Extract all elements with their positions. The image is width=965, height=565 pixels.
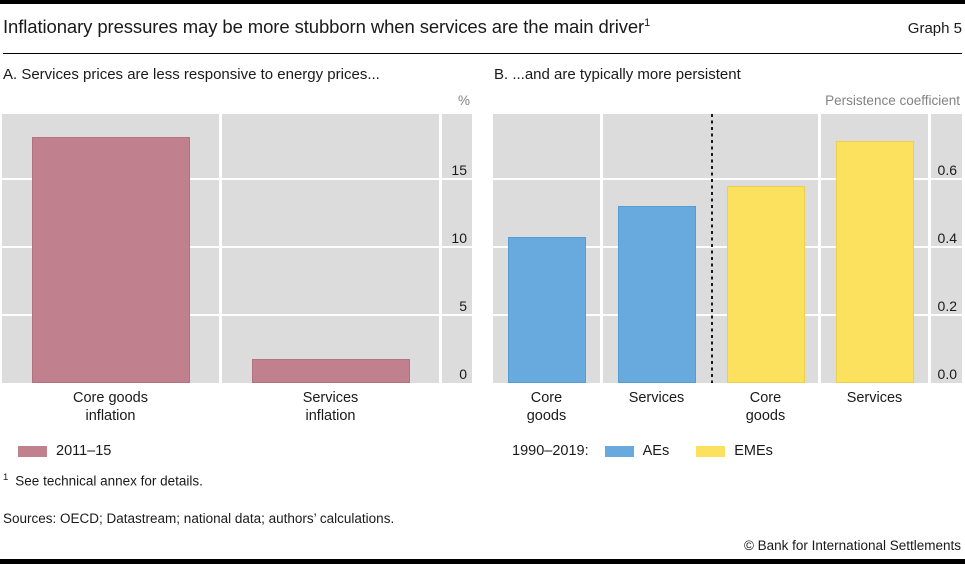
bar-aes-services — [617, 205, 696, 383]
category-label: Core goods inflation — [73, 390, 148, 424]
legend-item-emes: EMEs — [696, 443, 773, 459]
tick-label-band — [931, 114, 962, 383]
category-label: Core goods — [745, 390, 786, 424]
top-rule — [0, 0, 965, 4]
y-gridline — [2, 246, 472, 249]
panel-a-legend: 2011–15 — [18, 443, 111, 459]
y-tick-label: 0.6 — [937, 161, 957, 178]
y-tick-label: 0.2 — [937, 297, 957, 314]
y-tick-label: 0.0 — [937, 366, 957, 382]
bar-services-inflation — [251, 358, 410, 383]
bar-emes-services — [835, 141, 914, 383]
category-label: Services — [846, 390, 903, 406]
panel-b-category-labels: Core goods Services Core goods Services — [493, 387, 962, 429]
legend-label-2011-15: 2011–15 — [56, 443, 112, 459]
graph-number-label: Graph 5 — [907, 20, 962, 37]
copyright-line: © Bank for International Settlements — [743, 538, 961, 553]
legend-swatch-2011-15 — [18, 445, 47, 457]
panel-a-axis-unit: % — [457, 93, 470, 108]
bottom-rule — [0, 559, 965, 564]
bar-aes-core-goods — [507, 236, 586, 383]
legend-item-aes: AEs — [604, 443, 670, 459]
category-label: Services inflation — [302, 390, 359, 424]
footnote: 1 See technical annex for details. — [3, 472, 203, 489]
group-divider-dotted-line — [711, 114, 713, 383]
plot-column-background — [222, 114, 439, 383]
legend-prefix: 1990–2019: — [512, 443, 589, 459]
panel-b: B. ...and are typically more persistent … — [493, 62, 962, 472]
panel-b-axis-unit: Persistence coefficient — [825, 93, 960, 108]
category-label: Core goods — [526, 390, 567, 424]
y-gridline — [493, 177, 962, 180]
panel-a-plot: 0 5 10 15 — [2, 114, 472, 383]
tick-label-band — [442, 114, 472, 383]
y-tick-label: 0 — [459, 366, 467, 382]
legend-swatch-emes — [696, 445, 726, 457]
title-footnote-marker: 1 — [644, 16, 651, 29]
page-title: Inflationary pressures may be more stubb… — [3, 16, 650, 38]
panel-a-title: A. Services prices are less responsive t… — [3, 66, 380, 83]
y-gridline — [2, 314, 472, 317]
legend-swatch-aes — [604, 445, 634, 457]
bar-core-goods-inflation — [31, 137, 190, 383]
y-tick-label: 10 — [451, 230, 467, 247]
panel-a-category-labels: Core goods inflation Services inflation — [2, 387, 472, 429]
y-tick-label: 0.4 — [937, 229, 957, 246]
panel-b-plot: 0.0 0.2 0.4 0.6 — [493, 114, 962, 383]
footnote-marker: 1 — [3, 472, 9, 483]
footnote-text: See technical annex for details. — [15, 473, 203, 489]
panel-b-title: B. ...and are typically more persistent — [494, 66, 741, 83]
y-tick-label: 5 — [459, 298, 467, 315]
bar-emes-core-goods — [726, 185, 805, 383]
y-gridline — [2, 178, 472, 181]
header: Inflationary pressures may be more stubb… — [3, 0, 962, 54]
panel-a: A. Services prices are less responsive t… — [2, 62, 472, 472]
category-label: Services — [628, 390, 685, 406]
page-title-text: Inflationary pressures may be more stubb… — [3, 16, 645, 37]
sources-line: Sources: OECD; Datastream; national data… — [3, 511, 395, 526]
legend-label-aes: AEs — [642, 443, 670, 459]
panel-b-legend: 1990–2019: AEs EMEs — [512, 443, 800, 459]
y-tick-label: 15 — [451, 162, 467, 179]
legend-label-emes: EMEs — [734, 443, 773, 459]
